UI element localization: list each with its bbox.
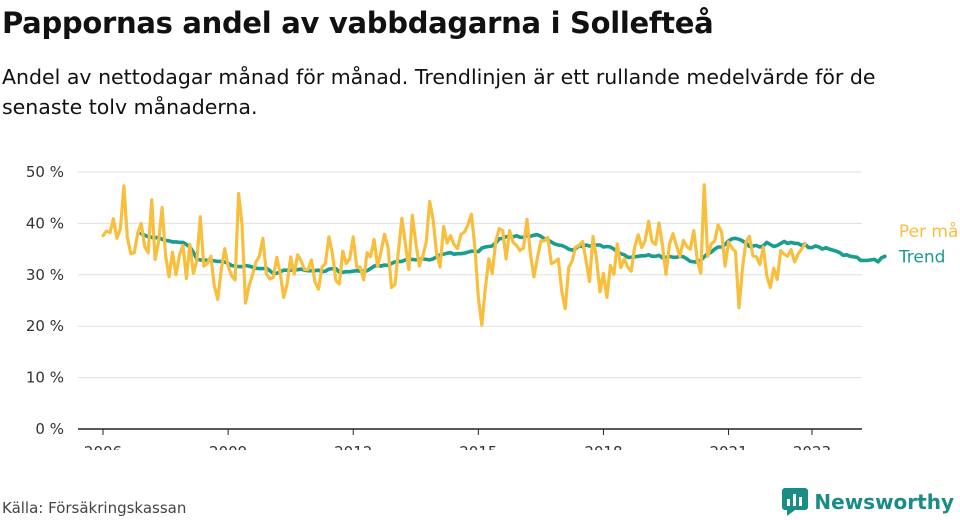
y-tick-label: 50 % (26, 163, 64, 181)
y-tick-label: 20 % (26, 317, 64, 335)
x-tick-label: 2012 (334, 443, 372, 450)
newsworthy-logo: Newsworthy (782, 488, 954, 516)
y-tick-label: 0 % (35, 420, 64, 438)
series-labels: Trend Per månad (898, 221, 960, 267)
y-tick-label: 40 % (26, 214, 64, 232)
brand-name: Newsworthy (814, 490, 954, 514)
line-chart: 0 % 10 % 20 % 30 % 40 % 50 % 2006 2009 2012 2015… (26, 163, 960, 450)
trend-series-label: Trend (898, 247, 946, 267)
y-tick-label: 10 % (26, 369, 64, 387)
x-tick-label: 2018 (584, 443, 622, 450)
x-tick-label: 2006 (84, 443, 122, 450)
bar-chart-speech-bubble-icon (782, 488, 809, 516)
chart-title: Pappornas andel av vabbdagarna i Solleft… (2, 6, 714, 40)
x-tick-label: 2021 (709, 443, 747, 450)
x-tick-label: 2015 (459, 443, 497, 450)
monthly-series-line (101, 183, 807, 327)
x-tick-label: 2023 (793, 443, 831, 450)
chart-subtitle: Andel av nettodagar månad för månad. Tre… (2, 65, 876, 119)
monthly-series-label: Per månad (899, 221, 960, 242)
y-tick-label: 30 % (26, 266, 64, 284)
x-axis: 2006 2009 2012 2015 2018 2021 2023 (78, 428, 862, 450)
x-tick-label: 2009 (209, 443, 247, 450)
y-axis-ticks: 0 % 10 % 20 % 30 % 40 % 50 % (26, 163, 64, 438)
source-note: Källa: Försäkringskassan (2, 499, 187, 517)
series-lines (101, 183, 887, 327)
gridlines (78, 171, 862, 379)
